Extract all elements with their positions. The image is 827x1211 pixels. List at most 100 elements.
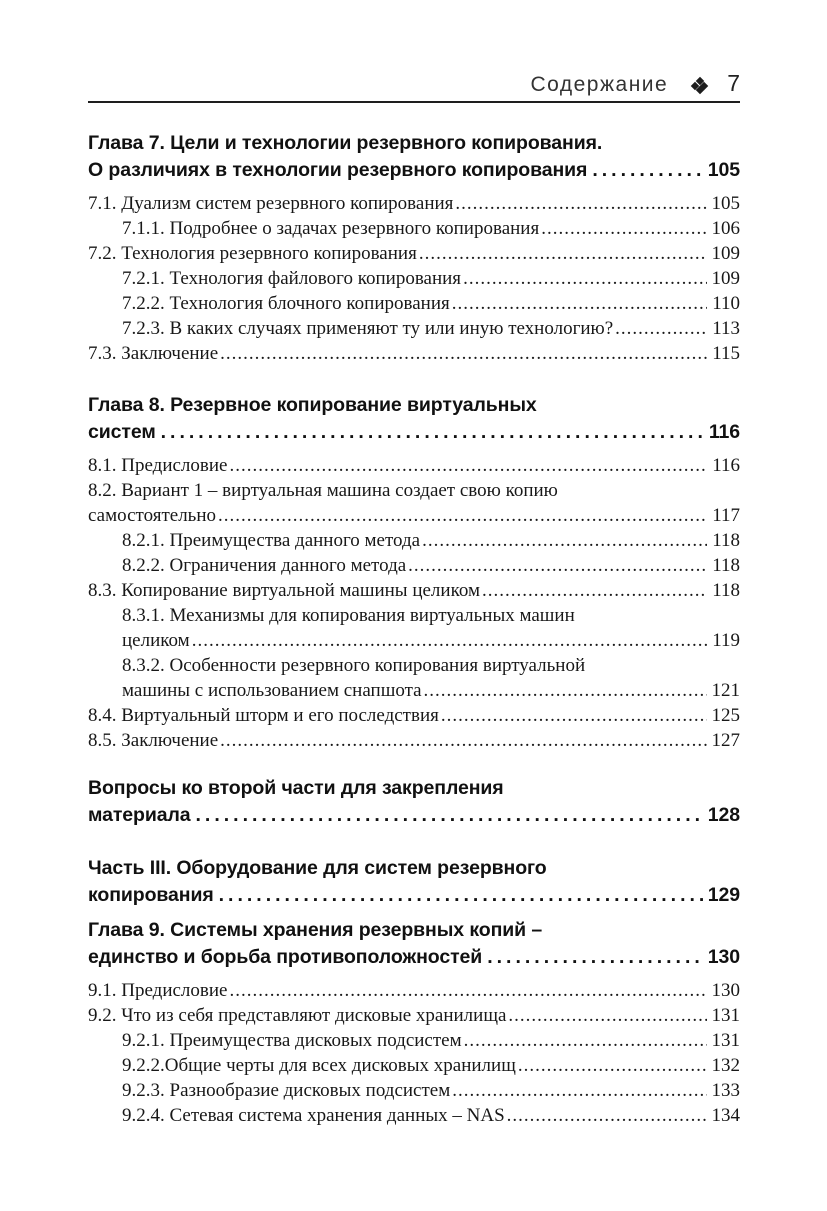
toc-entry: 8.1. Предисловие 116 — [88, 453, 740, 478]
page-ref: 105 — [711, 193, 741, 214]
chapter-heading-line-text: Глава 7. Цели и технологии резервного ко… — [88, 132, 603, 154]
section-heading: Глава 9. Системы хранения резервных копи… — [88, 917, 740, 971]
toc-entry-line: 7.1. Дуализм систем резервного копирован… — [88, 191, 740, 216]
dot-leader — [613, 316, 707, 341]
toc-entry-line: 7.2. Технология резервного копирования 10… — [88, 241, 740, 266]
diamond-ornament-icon — [690, 76, 709, 95]
toc-chapter-section: Глава 8. Резервное копирование виртуальн… — [88, 392, 740, 753]
toc-entry: 7.1.1. Подробнее о задачах резервного ко… — [88, 216, 740, 241]
dot-leader — [214, 882, 705, 909]
toc-entry-line-text: 7.2.1. Технология файлового копирования — [122, 268, 462, 289]
section-entries: 9.1. Предисловие 130 9.2. Что из себя пред… — [88, 978, 740, 1128]
section-heading: Часть III. Оборудование для систем резер… — [88, 855, 740, 909]
toc-entry-line-text: 9.1. Предисловие — [88, 980, 228, 1001]
toc-entry-line: 9.2.1. Преимущества дисковых подсистем 13… — [88, 1028, 740, 1053]
toc-entry-line-text: 8.1. Предисловие — [88, 455, 228, 476]
page-ref: 134 — [711, 1105, 741, 1126]
dot-leader — [480, 578, 707, 603]
page-ref: 118 — [712, 555, 740, 576]
page-ref: 118 — [712, 530, 740, 551]
dot-leader — [506, 1003, 706, 1028]
toc-entry-line-text: 7.2.3. В каких случаях применяют ту или … — [122, 318, 614, 339]
chapter-heading-line: Глава 8. Резервное копирование виртуальн… — [88, 392, 740, 419]
toc-entry-line-text: 9.2.3. Разнообразие дисковых подсистем — [122, 1080, 451, 1101]
dot-leader — [453, 191, 706, 216]
section-heading: Вопросы ко второй части для закрепления м… — [88, 775, 740, 829]
dot-leader — [218, 728, 706, 753]
page-ref: 117 — [712, 505, 740, 526]
toc-entry-line-text: 8.4. Виртуальный шторм и его последствия — [88, 705, 439, 726]
toc-entry-line-text: 8.5. Заключение — [88, 730, 219, 751]
toc-entry-line: 8.3.1. Механизмы для копирования виртуал… — [88, 603, 740, 628]
toc-entry-line: 9.2.2.Общие черты для всех дисковых хран… — [88, 1053, 740, 1078]
chapter-heading-line-text: Вопросы ко второй части для закрепления — [88, 777, 504, 799]
dot-leader — [439, 703, 707, 728]
toc-entry: 9.2.1. Преимущества дисковых подсистем 13… — [88, 1028, 740, 1053]
page-ref: 115 — [712, 343, 740, 364]
toc-entry-line-text: 7.2. Технология резервного копирования — [88, 243, 417, 264]
dot-leader — [422, 678, 707, 703]
page-ref: 106 — [711, 218, 741, 239]
toc-entry-line-text: 7.1.1. Подробнее о задачах резервного ко… — [122, 218, 540, 239]
toc-entry: 7.1. Дуализм систем резервного копирован… — [88, 191, 740, 216]
dot-leader — [218, 341, 707, 366]
header-rule — [88, 101, 740, 103]
dot-leader — [216, 503, 707, 528]
page-ref: 116 — [708, 421, 740, 443]
toc-entry-line-text: 8.3.2. Особенности резервного копировани… — [122, 655, 586, 676]
toc-entry-line-text: 9.2.4. Сетевая система хранения данных –… — [122, 1105, 505, 1126]
chapter-heading-line: материала 128 — [88, 802, 740, 829]
toc-entry: 7.2.2. Технология блочного копирования 11… — [88, 291, 740, 316]
dot-leader — [420, 528, 707, 553]
dot-leader — [450, 291, 707, 316]
page-content: Содержание 7 Глава 7. Цели и технологии … — [88, 0, 740, 1128]
toc-entry-line: 8.2.2. Ограничения данного метода 118 — [88, 553, 740, 578]
toc-entry-line: 7.2.2. Технология блочного копирования 11… — [88, 291, 740, 316]
section-heading: Глава 8. Резервное копирование виртуальн… — [88, 392, 740, 446]
chapter-heading-line: единство и борьба противоположностей 130 — [88, 944, 740, 971]
toc-entry: 7.2.3. В каких случаях применяют ту или … — [88, 316, 740, 341]
toc-chapter-section: Глава 7. Цели и технологии резервного ко… — [88, 130, 740, 366]
dot-leader — [587, 157, 704, 184]
toc-entry-line: 8.1. Предисловие 116 — [88, 453, 740, 478]
toc-entry-line: 8.4. Виртуальный шторм и его последствия… — [88, 703, 740, 728]
toc-entry-line: 9.2.3. Разнообразие дисковых подсистем 13… — [88, 1078, 740, 1103]
toc-entry: 9.2.4. Сетевая система хранения данных –… — [88, 1103, 740, 1128]
page-ref: 130 — [707, 946, 740, 968]
toc-entry-line-text: 9.2. Что из себя представляют дисковые х… — [88, 1005, 507, 1026]
toc-entry-line-text: 9.2.2.Общие черты для всех дисковых хран… — [122, 1055, 516, 1076]
page-ref: 132 — [711, 1055, 741, 1076]
toc-entry-line: 8.2.1. Преимущества данного метода 118 — [88, 528, 740, 553]
toc-entry-line: самостоятельно 117 — [88, 503, 740, 528]
running-head: Содержание 7 — [88, 70, 740, 97]
toc-entry-line-text: 8.3. Копирование виртуальной машины цели… — [88, 580, 480, 601]
page-ref: 125 — [711, 705, 741, 726]
page-ref: 110 — [712, 293, 740, 314]
section-entries: 7.1. Дуализм систем резервного копирован… — [88, 191, 740, 366]
page-ref: 127 — [711, 730, 741, 751]
toc-entry: 8.3. Копирование виртуальной машины цели… — [88, 578, 740, 603]
toc-entry-line: 8.3. Копирование виртуальной машины цели… — [88, 578, 740, 603]
toc-entry: 7.2. Технология резервного копирования 10… — [88, 241, 740, 266]
toc-entry: 8.5. Заключение 127 — [88, 728, 740, 753]
toc-entry-line: 8.2. Вариант 1 – виртуальная машина созд… — [88, 478, 740, 503]
chapter-heading-line-text: копирования — [88, 884, 214, 906]
dot-leader — [190, 628, 708, 653]
dot-leader — [539, 216, 706, 241]
section-entries: 8.1. Предисловие 116 8.2. Вариант 1 – вирт… — [88, 453, 740, 753]
toc-entry-line: 7.2.1. Технология файлового копирования 1… — [88, 266, 740, 291]
dot-leader — [406, 553, 707, 578]
dot-leader — [482, 944, 705, 971]
toc-chapter-section: Глава 9. Системы хранения резервных копи… — [88, 917, 740, 1128]
chapter-heading-line-text: единство и борьба противоположностей — [88, 946, 483, 968]
toc-entry: 8.2.1. Преимущества данного метода 118 — [88, 528, 740, 553]
toc-entry-line: 7.2.3. В каких случаях применяют ту или … — [88, 316, 740, 341]
chapter-heading-line: систем 116 — [88, 419, 740, 446]
chapter-heading-line-text: Глава 9. Системы хранения резервных копи… — [88, 919, 543, 941]
toc-entry: 8.3.2. Особенности резервного копировани… — [88, 653, 740, 703]
dot-leader — [505, 1103, 707, 1128]
toc-entry-line-text: самостоятельно — [88, 505, 217, 526]
page-ref: 121 — [711, 680, 741, 701]
page-number: 7 — [727, 70, 740, 96]
chapter-heading-line: О различиях в технологии резервного копи… — [88, 157, 740, 184]
